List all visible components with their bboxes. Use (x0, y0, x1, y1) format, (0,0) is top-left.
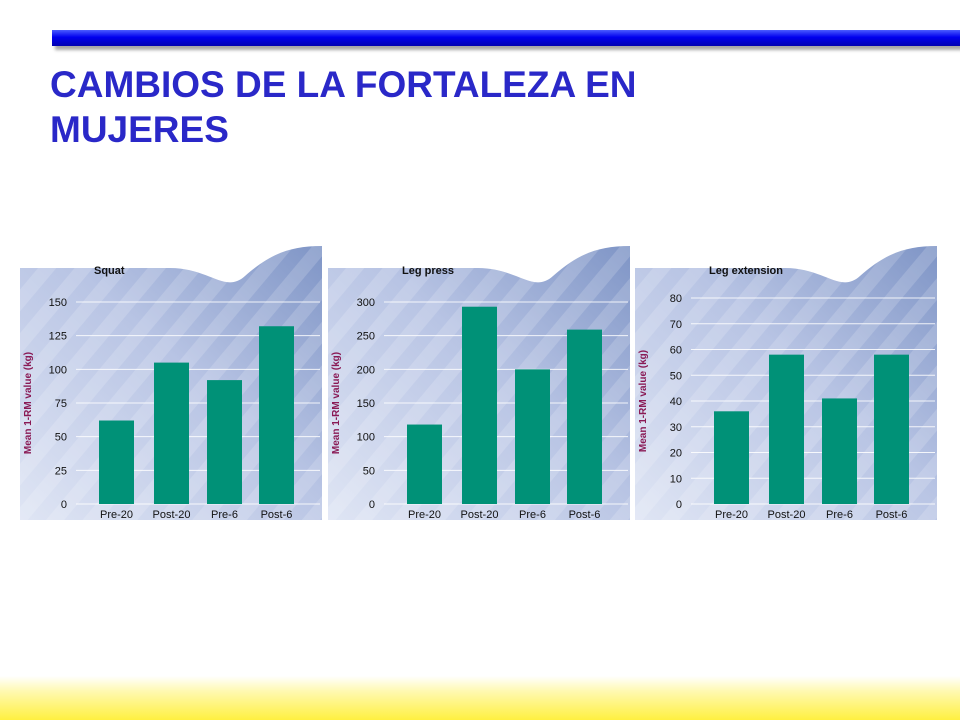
y-tick-label: 150 (357, 398, 375, 410)
y-tick-label: 80 (670, 293, 682, 305)
y-axis-label: Mean 1-RM value (kg) (638, 350, 649, 452)
bar-post-6 (874, 354, 909, 504)
y-tick-label: 100 (357, 432, 375, 444)
y-tick-label: 0 (61, 499, 67, 511)
squat-chart: Squat 0 25 50 75 100 125 150 Pre-20 Post-20 Pre-6 P… (20, 246, 322, 520)
bottom-band (0, 676, 960, 720)
x-tick-label: Post-20 (768, 509, 806, 520)
leg-press-chart: Leg press 0 50 100 150 200 250 300 Pre-20 Post-20… (328, 246, 630, 520)
bar-pre-20 (407, 424, 442, 504)
squat-svg: Squat 0 25 50 75 100 125 150 Pre-20 Post-20 Pre-6 P… (20, 246, 322, 520)
y-tick-label: 10 (670, 473, 682, 485)
chart-title: Leg extension (709, 265, 783, 277)
leg-extension-svg: Leg extension 0 10 20 30 40 50 60 70 80 Pre-20 Post… (635, 246, 937, 520)
bar-post-6 (567, 329, 602, 504)
x-tick-label: Post-20 (153, 509, 191, 520)
y-tick-label: 100 (49, 364, 67, 376)
y-tick-label: 25 (55, 465, 67, 477)
x-tick-label: Post-20 (461, 509, 499, 520)
leg-extension-chart: Leg extension 0 10 20 30 40 50 60 70 80 Pre-20 Post… (635, 246, 937, 520)
bar-pre-20 (714, 411, 749, 504)
x-tick-label: Pre-6 (211, 509, 238, 520)
y-tick-label: 0 (676, 499, 682, 511)
x-tick-label: Pre-20 (408, 509, 441, 520)
x-tick-label: Pre-20 (100, 509, 133, 520)
bar-post-20 (154, 362, 189, 504)
y-tick-label: 300 (357, 297, 375, 309)
y-tick-label: 70 (670, 319, 682, 331)
y-tick-label: 200 (357, 364, 375, 376)
y-tick-label: 50 (55, 432, 67, 444)
leg-press-svg: Leg press 0 50 100 150 200 250 300 Pre-20 Post-20… (328, 246, 630, 520)
bar-post-6 (259, 326, 294, 504)
y-tick-label: 50 (670, 370, 682, 382)
y-axis-label: Mean 1-RM value (kg) (23, 352, 34, 454)
chart-title: Squat (94, 265, 125, 277)
x-tick-label: Pre-6 (826, 509, 853, 520)
y-tick-label: 60 (670, 345, 682, 357)
y-tick-label: 20 (670, 448, 682, 460)
y-tick-label: 150 (49, 297, 67, 309)
y-tick-label: 40 (670, 396, 682, 408)
bar-post-20 (769, 354, 804, 504)
y-tick-label: 125 (49, 331, 67, 343)
bar-pre-6 (207, 380, 242, 504)
bar-pre-20 (99, 420, 134, 504)
bar-pre-6 (515, 369, 550, 504)
chart-title: Leg press (402, 265, 454, 277)
slide-title: CAMBIOS DE LA FORTALEZA EN MUJERES (50, 64, 637, 150)
x-tick-label: Post-6 (876, 509, 908, 520)
x-tick-label: Pre-6 (519, 509, 546, 520)
y-tick-label: 50 (363, 465, 375, 477)
title-accent-bar (52, 30, 960, 46)
x-tick-label: Pre-20 (715, 509, 748, 520)
y-tick-label: 30 (670, 422, 682, 434)
bar-pre-6 (822, 398, 857, 504)
y-tick-label: 0 (369, 499, 375, 511)
y-axis-label: Mean 1-RM value (kg) (331, 352, 342, 454)
y-tick-label: 250 (357, 331, 375, 343)
y-tick-label: 75 (55, 398, 67, 410)
bar-post-20 (462, 306, 497, 504)
x-tick-label: Post-6 (261, 509, 293, 520)
x-tick-label: Post-6 (569, 509, 601, 520)
